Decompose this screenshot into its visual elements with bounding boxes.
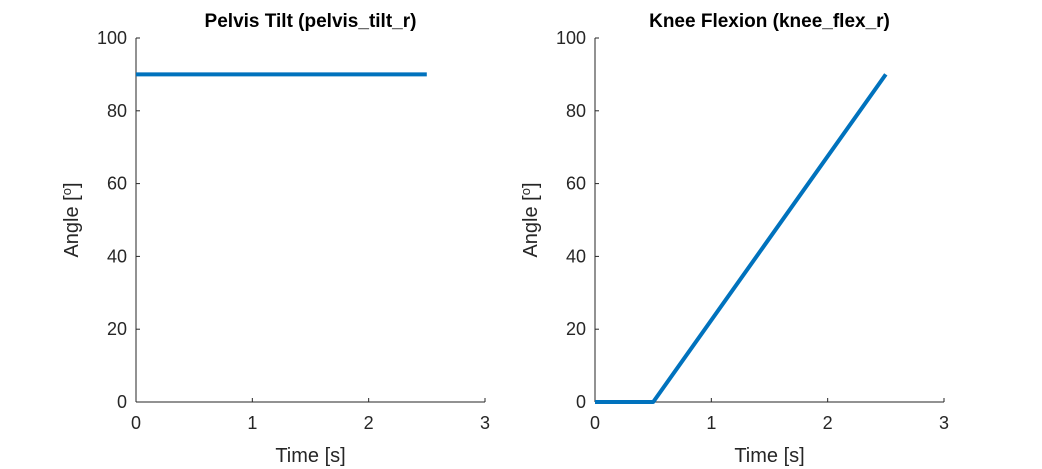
chart-title: Knee Flexion (knee_flex_r) — [649, 11, 890, 32]
x-tick-label: 1 — [247, 413, 257, 433]
y-tick-label: 100 — [97, 28, 127, 48]
x-axis-label: Time [s] — [734, 445, 804, 467]
y-tick-label: 0 — [576, 392, 586, 412]
y-tick-label: 60 — [566, 174, 586, 194]
y-axis-label-main: Angle [ — [520, 195, 542, 258]
x-tick-label: 1 — [706, 413, 716, 433]
y-axis-label-main: Angle [ — [61, 195, 83, 258]
subplot-pelvis-tilt: Pelvis Tilt (pelvis_tilt_r) Time [s] Ang… — [59, 11, 491, 467]
y-axis-label-close: ] — [520, 182, 542, 188]
y-axis-label-degree: o — [518, 188, 533, 195]
y-axis-label-close: ] — [61, 182, 83, 188]
y-tick-label: 80 — [566, 101, 586, 121]
subplot-knee-flexion: Knee Flexion (knee_flex_r) Time [s] Angl… — [518, 11, 950, 467]
y-tick-label: 20 — [107, 319, 127, 339]
chart-title: Pelvis Tilt (pelvis_tilt_r) — [205, 11, 417, 32]
y-tick-label: 40 — [566, 246, 586, 266]
y-axis-label-degree: o — [59, 188, 74, 195]
x-axis-label: Time [s] — [275, 445, 345, 467]
y-tick-label: 40 — [107, 246, 127, 266]
series-line — [595, 73, 888, 404]
x-tick-label: 0 — [131, 413, 141, 433]
y-axis-label: Angle [o] — [518, 182, 543, 257]
x-tick-label: 3 — [939, 413, 949, 433]
y-tick-label: 20 — [566, 319, 586, 339]
x-tick-label: 2 — [823, 413, 833, 433]
x-tick-label: 3 — [480, 413, 490, 433]
y-tick-label: 60 — [107, 174, 127, 194]
y-tick-label: 0 — [117, 392, 127, 412]
y-tick-label: 100 — [556, 28, 586, 48]
x-tick-label: 2 — [364, 413, 374, 433]
y-axis-label: Angle [o] — [59, 182, 84, 257]
y-tick-label: 80 — [107, 101, 127, 121]
x-tick-label: 0 — [590, 413, 600, 433]
